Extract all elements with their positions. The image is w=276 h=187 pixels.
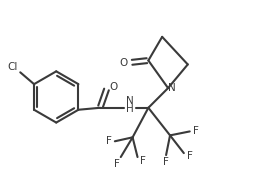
Text: Cl: Cl	[7, 62, 18, 72]
Text: N: N	[126, 96, 134, 106]
Text: F: F	[187, 151, 193, 161]
Text: F: F	[106, 136, 112, 146]
Text: F: F	[114, 159, 120, 169]
Text: H: H	[126, 104, 134, 114]
Text: F: F	[163, 157, 169, 167]
Text: O: O	[120, 59, 128, 68]
Text: O: O	[110, 82, 118, 92]
Text: F: F	[193, 126, 199, 137]
Text: F: F	[139, 156, 145, 166]
Text: N: N	[168, 83, 176, 93]
